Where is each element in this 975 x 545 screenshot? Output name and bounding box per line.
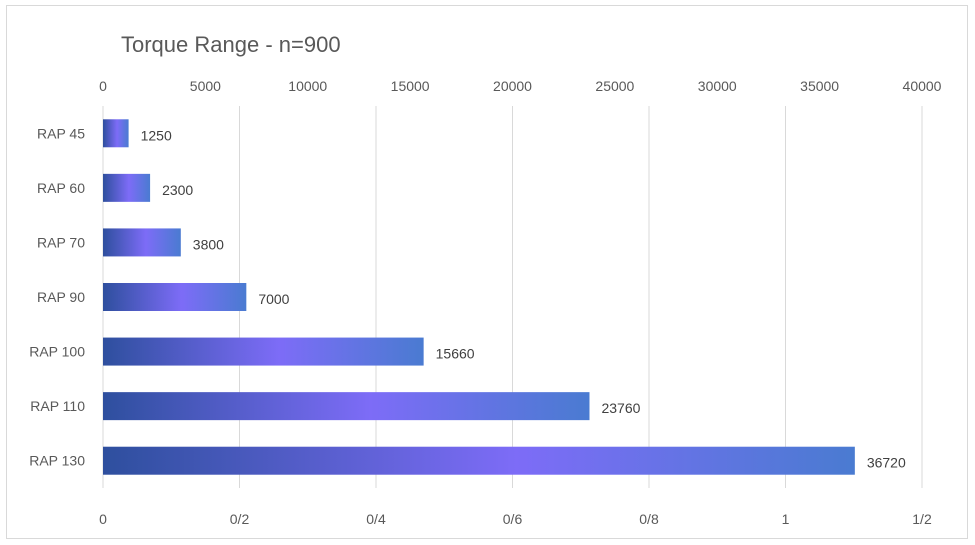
category-label: RAP 130: [29, 453, 85, 469]
category-label: RAP 70: [37, 234, 85, 250]
bottom-axis-tick-label: 0/4: [366, 511, 386, 527]
top-axis-tick-label: 25000: [595, 78, 634, 94]
top-axis-tick-label: 15000: [391, 78, 430, 94]
top-axis-tick-label: 20000: [493, 78, 532, 94]
bottom-axis-tick-label: 0/2: [230, 511, 250, 527]
bottom-axis-tick-label: 0: [99, 511, 107, 527]
bottom-axis: 0 0/2 0/4 0/6 0/8 1 1/2: [99, 511, 932, 527]
top-axis-tick-label: 5000: [190, 78, 221, 94]
data-label: 15660: [436, 346, 475, 362]
bottom-axis-tick-label: 1: [782, 511, 790, 527]
bar: [103, 392, 590, 421]
data-label: 7000: [258, 291, 289, 307]
data-label: 36720: [867, 455, 906, 471]
category-label: RAP 90: [37, 289, 85, 305]
category-label: RAP 60: [37, 180, 85, 196]
top-axis: 0 5000 10000 15000 20000 25000 30000 35000 40000: [99, 78, 942, 94]
top-axis-tick-label: 30000: [698, 78, 737, 94]
data-label: 23760: [601, 400, 640, 416]
data-label: 3800: [193, 236, 224, 252]
bar: [103, 119, 129, 148]
bar: [103, 446, 855, 475]
data-labels: 1250 2300 3800 7000 15660 23760 36720: [141, 127, 906, 470]
category-label: RAP 110: [30, 398, 85, 414]
gridlines: [102, 106, 923, 488]
bar: [103, 283, 247, 311]
category-label: RAP 45: [37, 125, 85, 141]
top-axis-tick-label: 40000: [903, 78, 942, 94]
chart-title: Torque Range - n=900: [121, 32, 341, 57]
data-label: 1250: [141, 127, 172, 143]
bottom-axis-tick-label: 0/8: [639, 511, 659, 527]
bars: [103, 119, 855, 475]
bottom-axis-tick-label: 1/2: [912, 511, 932, 527]
top-axis-tick-label: 10000: [288, 78, 327, 94]
bar: [103, 228, 181, 257]
bar: [103, 337, 424, 366]
category-axis: RAP 45 RAP 60 RAP 70 RAP 90 RAP 100 RAP 110 RA…: [29, 125, 85, 468]
data-label: 2300: [162, 182, 193, 198]
top-axis-tick-label: 35000: [800, 78, 839, 94]
top-axis-tick-label: 0: [99, 78, 107, 94]
bottom-axis-tick-label: 0/6: [503, 511, 523, 527]
bar: [103, 173, 151, 202]
category-label: RAP 100: [29, 344, 85, 360]
